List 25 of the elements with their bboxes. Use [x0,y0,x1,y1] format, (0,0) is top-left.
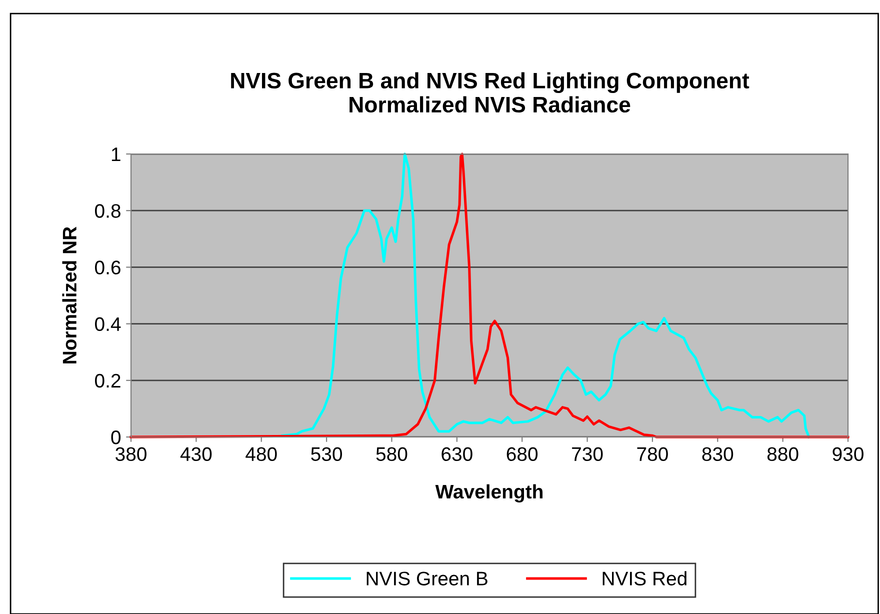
x-tick-label: 480 [246,447,277,462]
y-tick-label: 0.6 [95,260,120,274]
y-tick-label: 0.4 [95,317,121,332]
x-tick-label: 780 [637,447,668,462]
x-tick-label: 880 [767,447,798,462]
x-tick-label: 580 [376,447,408,462]
legend-label: NVIS Green B [366,572,488,586]
x-tick-label: 730 [572,447,603,462]
x-axis-title: Wavelength [435,484,542,503]
y-tick-label: 0 [111,430,121,444]
chart-title: NVIS Green B and NVIS Red Lighting Component Normalized NVIS Radiance [231,72,750,113]
x-tick-label: 430 [180,447,212,462]
x-tick-label: 930 [832,447,864,462]
x-tick-label: 680 [506,447,538,462]
x-tick-label: 380 [116,447,146,462]
legend-label: NVIS Red [602,571,686,586]
x-tick-label: 830 [702,447,734,462]
line-series [130,152,850,438]
y-tick-label: 1 [112,148,120,162]
x-tick-label: 630 [442,447,472,462]
y-tick-label: 0.8 [95,204,120,218]
x-tick-label: 530 [311,447,342,462]
y-tick-label: 0.2 [95,374,120,388]
line-series [280,152,810,438]
y-axis-title: Normalized NR [62,226,77,364]
